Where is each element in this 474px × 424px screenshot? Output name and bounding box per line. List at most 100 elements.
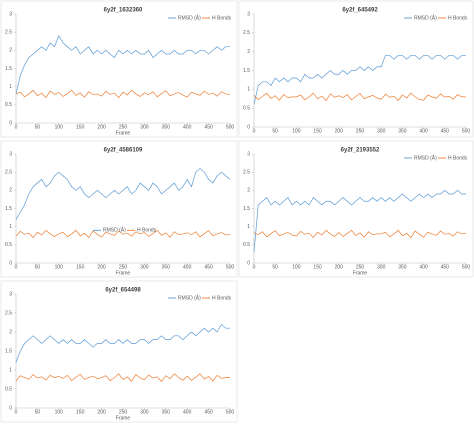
x-tick-label: 0 xyxy=(253,264,256,270)
legend-label: H Bonds xyxy=(212,15,232,21)
x-tick-label: 100 xyxy=(292,264,301,270)
x-tick-label: 50 xyxy=(272,264,278,270)
x-tick-label: 250 xyxy=(119,124,128,130)
y-tick-label: 1.5 xyxy=(243,206,250,212)
x-tick-label: 300 xyxy=(140,124,149,130)
x-tick-label: 300 xyxy=(140,409,149,415)
y-tick-label: 2.5 xyxy=(5,310,12,316)
legend-label: H Bonds xyxy=(448,15,468,21)
y-tick-label: 3 xyxy=(247,151,250,157)
y-tick-label: 1.5 xyxy=(5,348,12,354)
x-tick-label: 150 xyxy=(313,264,322,270)
x-tick-label: 400 xyxy=(419,128,428,134)
data-line xyxy=(15,35,230,95)
x-tick-label: 200 xyxy=(97,409,106,415)
x-tick-label: 350 xyxy=(398,264,407,270)
chart-panel: 6y2f_645492 0 0.5 1 1.5 2 2.5 3 0 50 100 150 200 250 3… xyxy=(238,0,474,138)
x-tick-label: 500 xyxy=(226,124,235,130)
data-line xyxy=(253,92,466,102)
chart-title: 6y2f_645492 xyxy=(342,8,378,14)
y-tick-label: 0.5 xyxy=(5,386,12,392)
x-tick-label: 100 xyxy=(55,124,64,130)
legend-label: RMSD (Å) xyxy=(414,154,437,161)
x-tick-label: 50 xyxy=(35,409,41,415)
data-line xyxy=(15,323,230,363)
y-tick-label: 1 xyxy=(247,87,250,93)
y-tick-label: 2.5 xyxy=(243,30,250,36)
panel-border xyxy=(0,280,238,423)
y-tick-label: 0 xyxy=(247,260,250,266)
legend-label: RMSD (Å) xyxy=(414,14,437,21)
x-tick-label: 200 xyxy=(97,124,106,130)
y-tick-label: 2.5 xyxy=(243,169,250,175)
x-axis-label: Frame xyxy=(116,270,131,276)
x-tick-label: 250 xyxy=(356,128,365,134)
y-tick-label: 0.5 xyxy=(243,105,250,111)
y-tick-label: 2.5 xyxy=(5,169,12,175)
data-line xyxy=(253,189,466,253)
data-line xyxy=(15,373,231,382)
y-tick-label: 3 xyxy=(9,11,12,17)
x-tick-label: 350 xyxy=(398,128,407,134)
y-tick-label: 0.5 xyxy=(243,242,250,248)
x-tick-label: 50 xyxy=(35,124,41,130)
x-tick-label: 350 xyxy=(162,264,171,270)
x-tick-label: 400 xyxy=(183,264,192,270)
y-tick-label: 0.5 xyxy=(5,242,12,248)
y-tick-label: 1.5 xyxy=(5,66,12,72)
chart-panel: 6y2f_654498 0 0.5 1 1.5 2 2.5 3 0 50 100 150 200 250 3… xyxy=(0,280,238,423)
y-tick-label: 3 xyxy=(247,11,250,17)
chart-panel: 6y2f_1632360 0 0.5 1 1.5 2 2.5 3 0 50 100 150 200 250… xyxy=(0,0,238,138)
x-axis-label: Frame xyxy=(353,270,368,276)
chart-title: 6y2f_2193552 xyxy=(341,148,380,154)
y-tick-label: 0 xyxy=(9,260,12,266)
x-tick-label: 0 xyxy=(253,128,256,134)
chart-title: 6y2f_1632360 xyxy=(104,8,143,14)
legend-label: H Bonds xyxy=(137,228,157,234)
x-tick-label: 100 xyxy=(292,128,301,134)
panel-border xyxy=(238,140,474,278)
x-tick-label: 450 xyxy=(204,409,213,415)
data-line xyxy=(15,89,231,99)
y-tick-label: 1 xyxy=(9,224,12,230)
data-line xyxy=(15,168,231,220)
chart-panel: 6y2f_2193552 0 0.5 1 1.5 2 2.5 3 0 50 100 150 200 250… xyxy=(238,140,474,278)
x-tick-label: 150 xyxy=(313,128,322,134)
y-tick-label: 0.5 xyxy=(5,102,12,108)
y-tick-label: 1.5 xyxy=(243,68,250,74)
x-tick-label: 300 xyxy=(377,128,386,134)
x-tick-label: 450 xyxy=(441,128,450,134)
chart-title: 6y2f_654498 xyxy=(105,288,141,294)
legend-label: H Bonds xyxy=(212,295,232,301)
panel-border xyxy=(0,0,238,138)
x-tick-label: 400 xyxy=(419,264,428,270)
y-tick-label: 1.5 xyxy=(5,206,12,212)
x-tick-label: 450 xyxy=(204,124,213,130)
x-tick-label: 150 xyxy=(76,409,85,415)
x-tick-label: 250 xyxy=(356,264,365,270)
x-tick-label: 50 xyxy=(272,128,278,134)
x-tick-label: 450 xyxy=(204,264,213,270)
y-tick-label: 0 xyxy=(247,124,250,130)
y-tick-label: 3 xyxy=(9,291,12,297)
y-tick-label: 1 xyxy=(9,367,12,373)
chart-panel: 6y2f_4586109 0 0.5 1 1.5 2 2.5 3 0 50 100 150 200 250… xyxy=(0,140,238,278)
x-tick-label: 0 xyxy=(15,124,18,130)
x-tick-label: 0 xyxy=(15,409,18,415)
x-tick-label: 500 xyxy=(462,264,471,270)
legend-label: RMSD (Å) xyxy=(103,227,126,234)
y-tick-label: 2.5 xyxy=(5,29,12,35)
x-tick-label: 200 xyxy=(335,264,344,270)
y-tick-label: 2 xyxy=(247,188,250,194)
x-tick-label: 300 xyxy=(140,264,149,270)
legend-label: RMSD (Å) xyxy=(178,14,201,21)
x-tick-label: 250 xyxy=(119,264,128,270)
chart-title: 6y2f_4586109 xyxy=(104,148,143,154)
x-tick-label: 450 xyxy=(441,264,450,270)
y-tick-label: 2 xyxy=(9,188,12,194)
y-tick-label: 2 xyxy=(9,48,12,54)
x-tick-label: 350 xyxy=(162,124,171,130)
x-tick-label: 400 xyxy=(183,409,192,415)
data-line xyxy=(253,55,466,105)
